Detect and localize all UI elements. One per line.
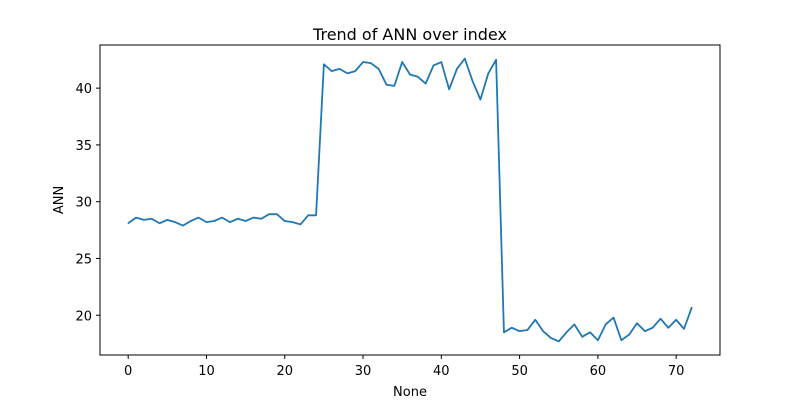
data-point — [127, 222, 129, 224]
data-point — [237, 218, 239, 220]
data-point — [354, 70, 356, 72]
data-point — [393, 85, 395, 87]
data-point — [284, 220, 286, 222]
data-point — [307, 214, 309, 216]
data-point — [675, 319, 677, 321]
data-point — [291, 221, 294, 223]
data-point — [299, 223, 301, 226]
data-point — [464, 58, 466, 60]
plot-frame — [99, 44, 721, 356]
x-tick-label: 40 — [433, 364, 450, 379]
data-point — [503, 331, 505, 333]
data-point — [683, 328, 685, 330]
data-point — [370, 62, 372, 64]
x-tick-label: 20 — [276, 364, 293, 379]
data-point — [323, 63, 325, 65]
data-point — [511, 327, 513, 329]
x-tick-label: 50 — [511, 364, 528, 379]
data-point — [143, 219, 145, 221]
y-tick-label: 20 — [75, 309, 92, 324]
data-point — [440, 61, 442, 63]
y-tick-label: 40 — [75, 82, 92, 97]
data-point — [174, 221, 176, 223]
data-point — [213, 220, 215, 222]
data-point — [331, 70, 333, 72]
data-point — [628, 333, 630, 336]
data-point — [198, 217, 200, 219]
plot-area — [127, 57, 693, 343]
data-point — [550, 337, 552, 339]
data-point — [338, 68, 341, 70]
data-point — [166, 219, 168, 221]
data-point — [526, 329, 529, 331]
data-point — [158, 222, 161, 224]
data-point — [605, 323, 607, 325]
data-point — [495, 59, 497, 61]
data-point — [229, 221, 231, 223]
data-point — [151, 218, 153, 220]
data-point — [519, 330, 521, 332]
data-point — [362, 61, 364, 63]
data-point — [589, 331, 591, 333]
data-point — [448, 88, 450, 90]
data-point — [346, 72, 348, 74]
data-point — [597, 339, 599, 341]
y-tick-label: 25 — [75, 252, 92, 267]
data-point — [565, 331, 568, 333]
data-point — [542, 330, 544, 332]
data-point — [652, 327, 654, 329]
data-point — [182, 224, 184, 227]
data-point — [487, 72, 489, 74]
data-point — [425, 83, 427, 85]
y-axis: 20 25 30 35 40 — [75, 82, 100, 324]
chart-title: Trend of ANN over index — [312, 25, 507, 44]
data-point — [534, 319, 536, 321]
data-point — [581, 336, 583, 338]
data-point — [245, 220, 247, 222]
data-point — [573, 323, 575, 325]
x-tick-label: 10 — [198, 364, 215, 379]
data-point — [472, 80, 474, 82]
data-point — [612, 316, 615, 319]
data-point — [417, 76, 419, 78]
data-point — [268, 213, 270, 215]
data-point — [558, 340, 560, 342]
data-point — [667, 327, 669, 329]
data-point — [135, 217, 137, 219]
x-tick-label: 60 — [590, 364, 607, 379]
data-point — [260, 218, 262, 220]
data-point — [409, 73, 411, 76]
x-tick-label: 0 — [124, 364, 132, 379]
data-point — [205, 221, 208, 223]
data-point — [401, 61, 403, 63]
data-point — [385, 84, 388, 86]
x-axis-label: None — [393, 385, 427, 400]
x-tick-label: 30 — [355, 364, 372, 379]
data-point — [479, 98, 482, 101]
data-point — [691, 306, 693, 308]
data-point — [620, 339, 622, 341]
data-point — [432, 64, 435, 67]
data-point — [378, 68, 380, 70]
data-point — [190, 220, 192, 222]
x-axis: 0 10 20 30 40 50 60 70 — [124, 355, 684, 379]
data-point — [644, 330, 646, 332]
x-tick-label: 70 — [668, 364, 685, 379]
data-point — [636, 322, 638, 324]
data-point — [456, 68, 458, 70]
data-point — [221, 217, 223, 219]
y-tick-label: 30 — [75, 196, 92, 211]
data-point — [252, 217, 255, 219]
data-point — [659, 318, 662, 320]
y-tick-label: 35 — [75, 139, 92, 154]
data-point — [276, 213, 278, 215]
data-point — [315, 214, 317, 216]
y-axis-label: ANN — [52, 186, 67, 214]
